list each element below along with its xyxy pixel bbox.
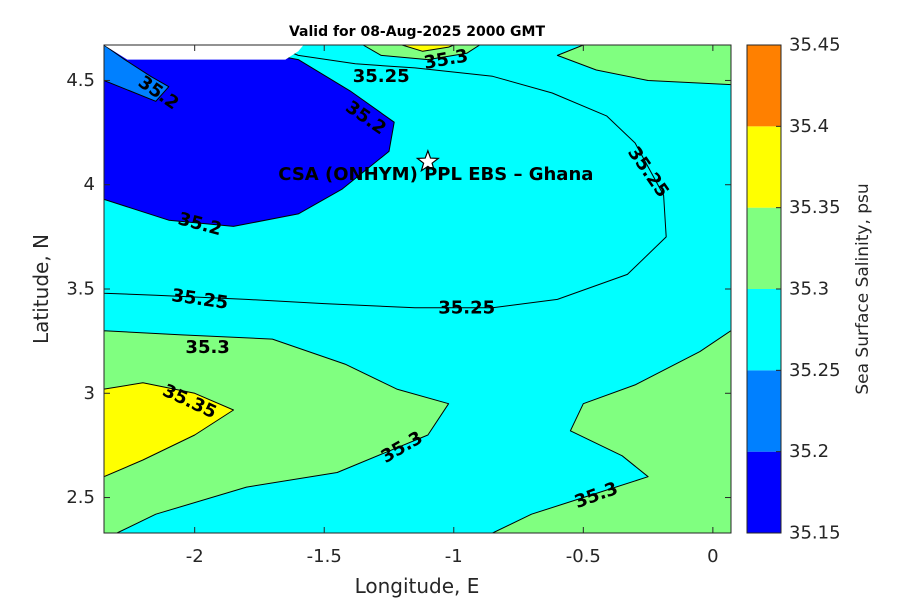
x-tick-label: -2 xyxy=(186,546,204,567)
site-label: CSA (ONHYM) PPL EBS – Ghana xyxy=(278,164,593,185)
colorbar-tick-label: 35.3 xyxy=(789,279,829,300)
contour-region-n-yellow-core xyxy=(401,45,455,52)
x-tick-label: 0 xyxy=(707,546,718,567)
plot-area xyxy=(104,45,731,533)
colorbar-band xyxy=(747,207,781,289)
colorbar-tick-label: 35.25 xyxy=(789,360,841,381)
colorbar-tick-label: 35.15 xyxy=(789,523,841,544)
contour-label: 35.25 xyxy=(353,66,410,87)
colorbar-band xyxy=(747,370,781,452)
site-star-icon xyxy=(415,149,440,173)
y-axis: 2.5 3 3.5 4 4.5 xyxy=(66,70,731,508)
colorbar-label: Sea Surface Salinity, psu xyxy=(853,183,873,394)
colorbar-tick-label: 35.4 xyxy=(789,116,829,137)
colorbar-tick-label: 35.2 xyxy=(789,441,829,462)
x-tick-label: -0.5 xyxy=(566,546,601,567)
y-tick-label: 2.5 xyxy=(66,487,95,508)
contour-label: 35.25 xyxy=(438,297,495,318)
contour-region-se-high-zone xyxy=(492,330,731,533)
colorbar-band xyxy=(747,289,781,371)
chart-title: Valid for 08-Aug-2025 2000 GMT xyxy=(289,24,546,40)
colorbar-tick-label: 35.45 xyxy=(789,35,841,56)
y-tick-label: 3.5 xyxy=(66,279,95,300)
x-axis: -2 -1.5 -1 -0.5 0 xyxy=(186,45,719,567)
contour-region-n-high-zone xyxy=(362,45,481,61)
colorbar-tick-label: 35.35 xyxy=(789,197,841,218)
colorbar-band xyxy=(747,451,781,533)
contour-label: 35.3 xyxy=(185,337,229,358)
colorbar-band xyxy=(747,126,781,208)
y-tick-label: 4 xyxy=(84,174,95,195)
contour-region-ne-high-zone xyxy=(556,45,731,86)
colorbar-band xyxy=(747,45,781,127)
y-tick-label: 4.5 xyxy=(66,70,95,91)
contour-region-nw-pocket xyxy=(104,45,170,102)
y-axis-label: Latitude, N xyxy=(29,234,53,344)
y-tick-label: 3 xyxy=(84,383,95,404)
contour-region-south-high-zone xyxy=(104,330,450,533)
contour-region-yellow-core xyxy=(104,382,234,478)
contour-region-low-salinity-core xyxy=(104,45,395,227)
x-axis-label: Longitude, E xyxy=(355,574,480,598)
colorbar: 35.15 35.2 35.25 35.3 35.35 35.4 35.45 xyxy=(746,35,841,544)
x-tick-label: -1.5 xyxy=(307,546,342,567)
x-tick-label: -1 xyxy=(445,546,463,567)
contour-region-nodata-top xyxy=(104,45,304,60)
